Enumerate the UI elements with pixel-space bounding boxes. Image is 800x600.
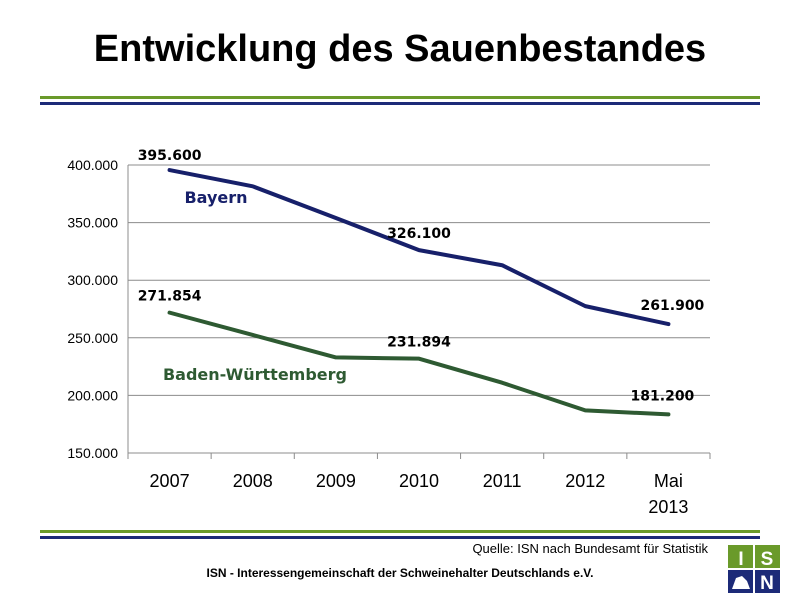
- x-tick-label: Mai 2013: [648, 471, 688, 517]
- y-tick-label: 200.000: [67, 387, 118, 403]
- header-rule-blue: [40, 102, 760, 105]
- series-line-bayern: [167, 168, 671, 327]
- gridlines: [128, 164, 710, 454]
- data-label: 395.600: [138, 148, 202, 164]
- x-tick-label: 2008: [233, 471, 273, 491]
- series-name-label: Bayern: [184, 188, 247, 207]
- isn-logo: I S N: [728, 545, 780, 593]
- footer-rule-blue: [40, 536, 760, 539]
- slide-title: Entwicklung des Sauenbestandes: [93, 28, 707, 70]
- logo-letter-n: N: [760, 573, 774, 593]
- y-tick-label: 300.000: [67, 272, 118, 288]
- logo-letter-i: I: [738, 549, 743, 570]
- x-tick-label: 2012: [565, 471, 605, 491]
- x-tick-label: 2011: [483, 471, 522, 491]
- x-tick-label: 2009: [316, 471, 356, 491]
- y-tick-label: 400.000: [67, 157, 118, 173]
- y-tick-label: 350.000: [67, 215, 118, 231]
- y-tick-label: 150.000: [67, 445, 118, 461]
- x-tick-label: 2007: [150, 471, 190, 491]
- x-tick-label: 2010: [399, 471, 439, 491]
- data-labels: Bayern 395.600 326.100 261.900 Baden-Württem…: [138, 148, 705, 404]
- pig-silhouette-icon: [732, 576, 750, 589]
- header-rule-green: [40, 96, 760, 99]
- series-line-baden-wuerttemberg: [167, 310, 671, 417]
- data-label: 271.854: [138, 289, 202, 305]
- data-label: 231.894: [387, 335, 451, 351]
- logo-letter-s: S: [761, 549, 774, 570]
- data-label: 181.200: [631, 388, 695, 404]
- series-layer: [167, 168, 671, 417]
- data-label: 326.100: [387, 226, 451, 242]
- series-name-label: Baden-Württemberg: [163, 365, 347, 384]
- axes: 400.000 350.000 300.000 250.000 200.000 150.0…: [67, 157, 711, 517]
- y-tick-label: 250.000: [67, 330, 118, 346]
- footer-rule-green: [40, 530, 760, 533]
- data-label: 261.900: [641, 298, 705, 314]
- footer-organization: ISN - Interessengemeinschaft der Schwein…: [206, 566, 594, 580]
- source-note: Quelle: ISN nach Bundesamt für Statistik: [472, 541, 708, 556]
